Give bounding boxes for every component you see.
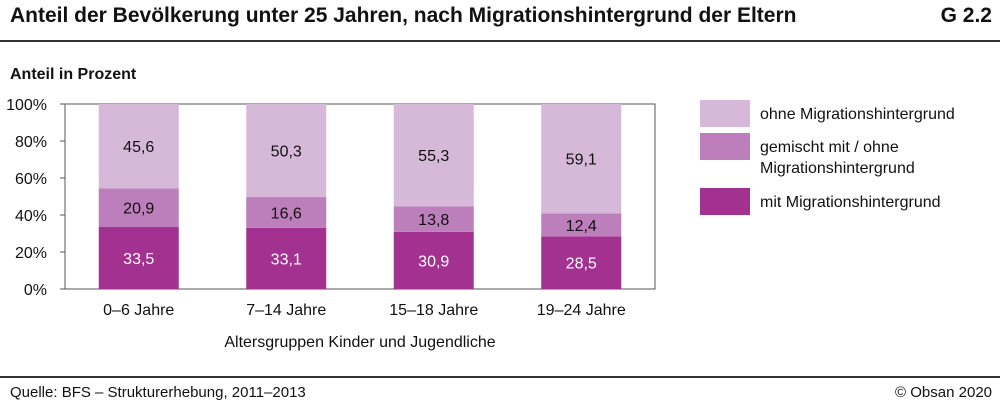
- bar-segment-gemischt: [541, 213, 622, 237]
- data-label: 20,9: [123, 201, 154, 218]
- top-rule: [0, 40, 1000, 42]
- y-tick-label: 60%: [15, 171, 47, 188]
- x-tick-label: 19–24 Jahre: [537, 302, 626, 319]
- source-note: Quelle: BFS – Strukturerhebung, 2011–201…: [10, 384, 306, 401]
- bar-segment-mit: [246, 227, 327, 289]
- x-tick-label: 7–14 Jahre: [246, 302, 326, 319]
- legend-swatch-mit: [700, 188, 750, 215]
- bar-segment-gemischt: [246, 197, 327, 228]
- x-tick-label: 15–18 Jahre: [389, 302, 478, 319]
- stacked-bar-chart: 0% 20% 40% 60% 80% 100% 33,5 20,9 45,6 0–6 Jahre 3…: [6, 97, 656, 351]
- legend-swatch-gemischt: [700, 133, 750, 160]
- plot-frame: [64, 103, 656, 290]
- data-label: 50,3: [271, 144, 302, 161]
- chart-title: Anteil der Bevölkerung unter 25 Jahren, …: [10, 4, 797, 27]
- legend-label-mit: mit Migrationshintergrund: [760, 194, 941, 211]
- data-label: 55,3: [418, 148, 449, 165]
- data-label: 28,5: [566, 256, 597, 273]
- bar-segment-mit: [541, 236, 622, 289]
- bottom-rule: [0, 376, 1000, 378]
- legend-swatch-ohne: [700, 100, 750, 127]
- bar-segment-ohne: [393, 104, 474, 207]
- data-label: 30,9: [418, 253, 449, 270]
- x-axis-title: Altersgruppen Kinder und Jugendliche: [224, 334, 495, 351]
- y-tick-label: 80%: [15, 134, 47, 151]
- y-tick-label: 40%: [15, 208, 47, 225]
- y-tick-label: 0%: [24, 282, 47, 299]
- copyright-note: © Obsan 2020: [895, 384, 992, 401]
- bar-segment-gemischt: [393, 206, 474, 232]
- bar-segment-mit: [393, 231, 474, 289]
- data-label: 59,1: [566, 152, 597, 169]
- bar-segment-ohne: [246, 104, 327, 198]
- figure-id: G 2.2: [940, 4, 992, 27]
- legend-label-gemischt: gemischt mit / ohne Migrationshintergrun…: [760, 139, 915, 177]
- data-label: 33,1: [271, 251, 302, 268]
- data-label: 45,6: [123, 139, 154, 156]
- legend-label-ohne: ohne Migrationshintergrund: [760, 106, 955, 123]
- data-label: 16,6: [271, 205, 302, 222]
- data-label: 13,8: [418, 212, 449, 229]
- data-label: 33,5: [123, 251, 154, 268]
- bar-segment-gemischt: [98, 188, 179, 228]
- y-axis-title: Anteil in Prozent: [10, 66, 137, 83]
- y-tick-label: 20%: [15, 245, 47, 262]
- y-tick-label: 100%: [6, 97, 47, 114]
- x-tick-label: 0–6 Jahre: [103, 302, 174, 319]
- bar-segment-ohne: [541, 104, 622, 214]
- bar-segment-ohne: [98, 104, 179, 189]
- data-label: 12,4: [566, 218, 597, 235]
- bar-segment-mit: [98, 227, 179, 289]
